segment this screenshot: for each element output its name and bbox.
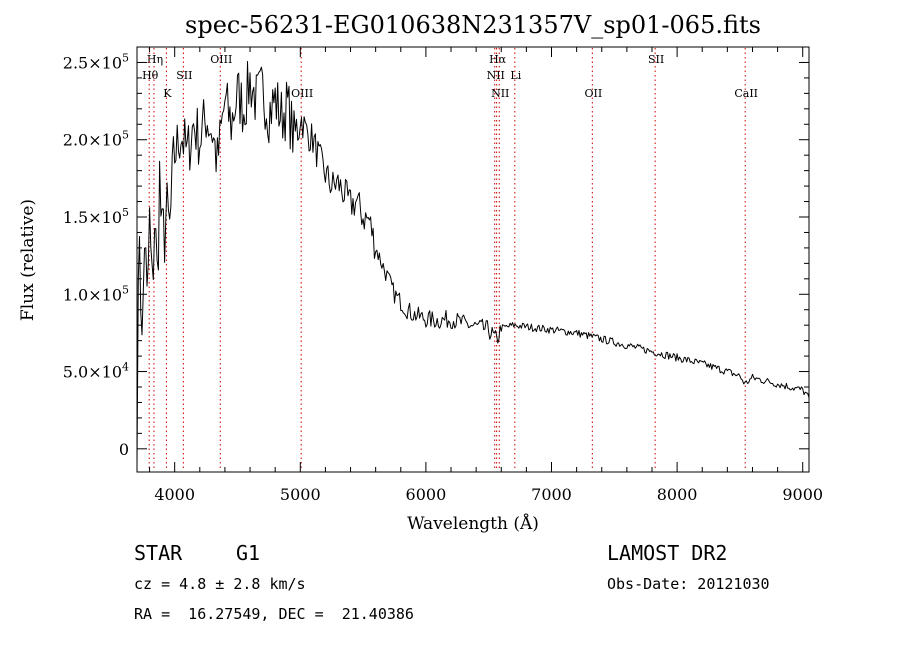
- x-tick-label-5: 9000: [782, 485, 823, 504]
- line-marker-label-9: NII: [491, 87, 509, 100]
- line-marker-label-11: SII: [648, 53, 664, 66]
- y-axis-label: Flux (relative): [18, 199, 38, 321]
- plot-frame: [136, 46, 810, 473]
- line-marker-label-2: K: [163, 87, 172, 100]
- y-tick-mantissa-0: 0: [119, 440, 129, 459]
- y-tick-label-2: 1.0×105: [63, 283, 129, 304]
- y-tick-exponent-5: 5: [122, 51, 129, 64]
- line-marker-label-4: OIII: [210, 53, 232, 66]
- y-tick-exponent-2: 5: [122, 283, 129, 296]
- line-marker-label-7: NII: [487, 69, 505, 82]
- x-tick-label-0: 4000: [154, 485, 195, 504]
- line-marker-label-3: SII: [176, 69, 192, 82]
- y-tick-exponent-1: 4: [122, 361, 129, 374]
- x-tick-label-1: 5000: [280, 485, 321, 504]
- line-marker-label-6: Hα: [489, 53, 507, 66]
- y-tick-mantissa-5: 2.5×10: [63, 53, 122, 72]
- y-tick-label-5: 2.5×105: [63, 51, 129, 72]
- y-tick-mantissa-4: 2.0×10: [63, 131, 122, 150]
- y-tick-exponent-3: 5: [122, 206, 129, 219]
- x-tick-label-2: 6000: [406, 485, 447, 504]
- line-marker-label-12: CaII: [734, 87, 758, 100]
- x-tick-label-4: 8000: [657, 485, 698, 504]
- y-tick-label-1: 5.0×104: [63, 361, 129, 382]
- y-tick-mantissa-3: 1.5×10: [63, 208, 122, 227]
- survey-label: LAMOST DR2: [607, 541, 728, 565]
- tick-layer: 4000 5000 6000 7000 8000 900005.0×1041.0×1051…: [63, 47, 823, 504]
- line-marker-label-8: Li: [510, 69, 521, 82]
- subclass-label: G1: [236, 541, 261, 565]
- line-marker-label-10: OII: [584, 87, 602, 100]
- x-axis-label: Wavelength (Å): [407, 513, 539, 534]
- obs-date-line: Obs-Date: 20121030: [607, 575, 770, 593]
- coords-line: RA = 16.27549, DEC = 21.40386: [134, 605, 414, 623]
- y-tick-mantissa-1: 5.0×10: [63, 363, 122, 382]
- y-tick-mantissa-2: 1.0×10: [63, 285, 122, 304]
- y-tick-exponent-4: 5: [122, 129, 129, 142]
- chart-title: spec-56231-EG010638N231357V_sp01-065.fit…: [185, 11, 761, 39]
- y-tick-label-4: 2.0×105: [63, 129, 129, 150]
- x-tick-label-3: 7000: [531, 485, 572, 504]
- line-marker-label-1: Hθ: [142, 69, 159, 82]
- cz-line: cz = 4.8 ± 2.8 km/s: [134, 575, 306, 593]
- line-marker-label-5: OIII: [291, 87, 313, 100]
- y-tick-label-0: 0: [119, 440, 129, 459]
- y-tick-label-3: 1.5×105: [63, 206, 129, 227]
- spectrum-layer: [136, 61, 810, 465]
- line-marker-label-0: Hη: [147, 53, 163, 66]
- class-label: STAR: [134, 541, 183, 565]
- spectrum-line: [136, 61, 810, 465]
